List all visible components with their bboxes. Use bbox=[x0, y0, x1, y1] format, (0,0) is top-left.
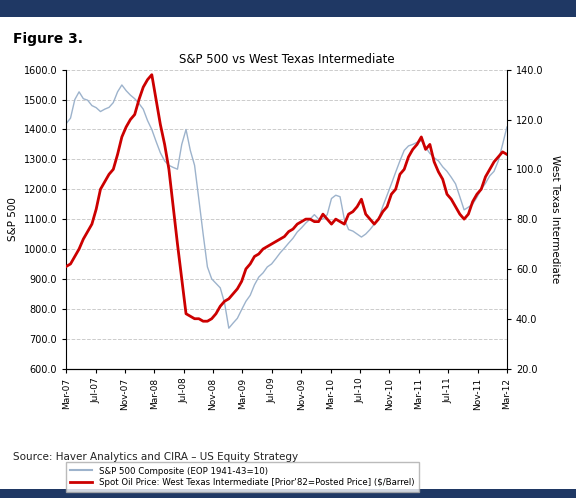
Title: S&P 500 vs West Texas Intermediate: S&P 500 vs West Texas Intermediate bbox=[179, 53, 395, 66]
Y-axis label: S&P 500: S&P 500 bbox=[8, 197, 18, 241]
Y-axis label: West Texas Intermediate: West Texas Intermediate bbox=[550, 155, 560, 283]
Text: Figure 3.: Figure 3. bbox=[13, 32, 83, 46]
Text: Source: Haver Analytics and CIRA – US Equity Strategy: Source: Haver Analytics and CIRA – US Eq… bbox=[13, 452, 298, 462]
Legend: S&P 500 Composite (EOP 1941-43=10), Spot Oil Price: West Texas Intermediate [Pri: S&P 500 Composite (EOP 1941-43=10), Spot… bbox=[66, 463, 419, 492]
